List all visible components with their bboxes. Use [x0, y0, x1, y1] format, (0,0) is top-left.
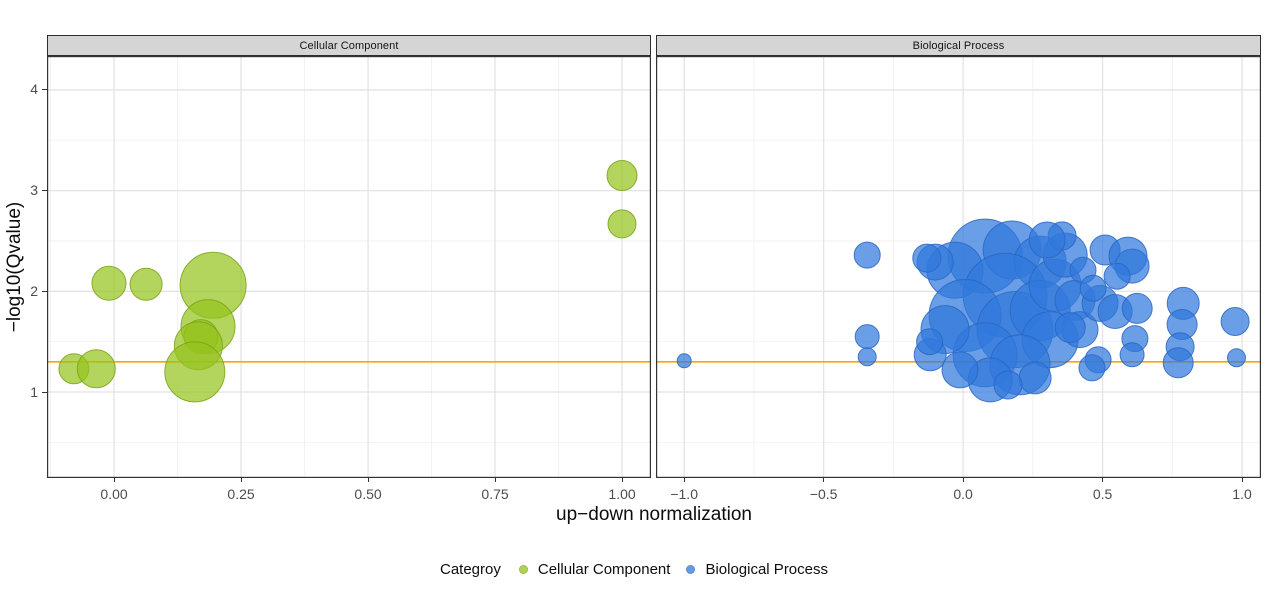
x-tick-mark — [367, 478, 369, 482]
x-tick-label: 0.00 — [100, 486, 128, 502]
x-tick-label: 0.25 — [227, 486, 255, 502]
legend-label: Biological Process — [705, 560, 828, 578]
x-tick-mark — [962, 478, 964, 482]
panel-biological-process — [656, 56, 1261, 478]
legend-item-biological-process: Biological Process — [686, 561, 828, 578]
y-tick-label: 1 — [30, 383, 38, 400]
y-tick-label: 3 — [30, 182, 38, 199]
x-tick-mark — [823, 478, 825, 482]
y-tick-label: 2 — [30, 282, 38, 299]
x-tick-label: 1.0 — [1232, 486, 1252, 502]
legend-marker-icon — [518, 564, 528, 574]
facet-strip-biological-process: Biological Process — [656, 35, 1261, 56]
legend: Categroy Cellular Component Biological Pr… — [0, 556, 1268, 582]
x-tick-label: 0.5 — [1092, 486, 1113, 502]
x-tick-label: −0.5 — [809, 486, 838, 502]
x-tick-mark — [240, 478, 242, 482]
y-axis-title: −log10(Qvalue) — [4, 201, 25, 333]
x-tick-mark — [683, 478, 685, 482]
x-tick-mark — [494, 478, 496, 482]
legend-items: Cellular Component Biological Process — [518, 560, 828, 578]
facet-strip-label-cellular-component: Cellular Component — [299, 39, 399, 52]
y-tick-mark — [42, 89, 47, 91]
y-tick-label: 4 — [30, 81, 38, 98]
x-tick-label: 0.0 — [953, 486, 973, 502]
x-tick-label: 1.00 — [608, 486, 636, 502]
x-tick-label: 0.50 — [354, 486, 382, 502]
panel-cellular-component — [47, 56, 651, 478]
x-tick-label: 0.75 — [481, 486, 509, 502]
x-tick-mark — [1102, 478, 1104, 482]
facet-strip-cellular-component: Cellular Component — [47, 35, 651, 56]
facet-strip-label-biological-process: Biological Process — [912, 39, 1005, 52]
legend-item-cellular-component: Cellular Component — [518, 560, 671, 578]
y-tick-mark — [42, 190, 47, 192]
x-tick-mark — [621, 478, 623, 482]
x-axis-title: up−down normalization — [556, 504, 752, 525]
x-tick-mark — [113, 478, 115, 482]
legend-marker-icon — [686, 564, 696, 574]
legend-label: Cellular Component — [537, 560, 671, 578]
x-tick-label: −1.0 — [670, 486, 698, 502]
y-tick-mark — [42, 290, 47, 292]
x-tick-mark — [1241, 478, 1243, 482]
y-tick-mark — [42, 391, 47, 393]
legend-title: Categroy — [439, 560, 501, 578]
